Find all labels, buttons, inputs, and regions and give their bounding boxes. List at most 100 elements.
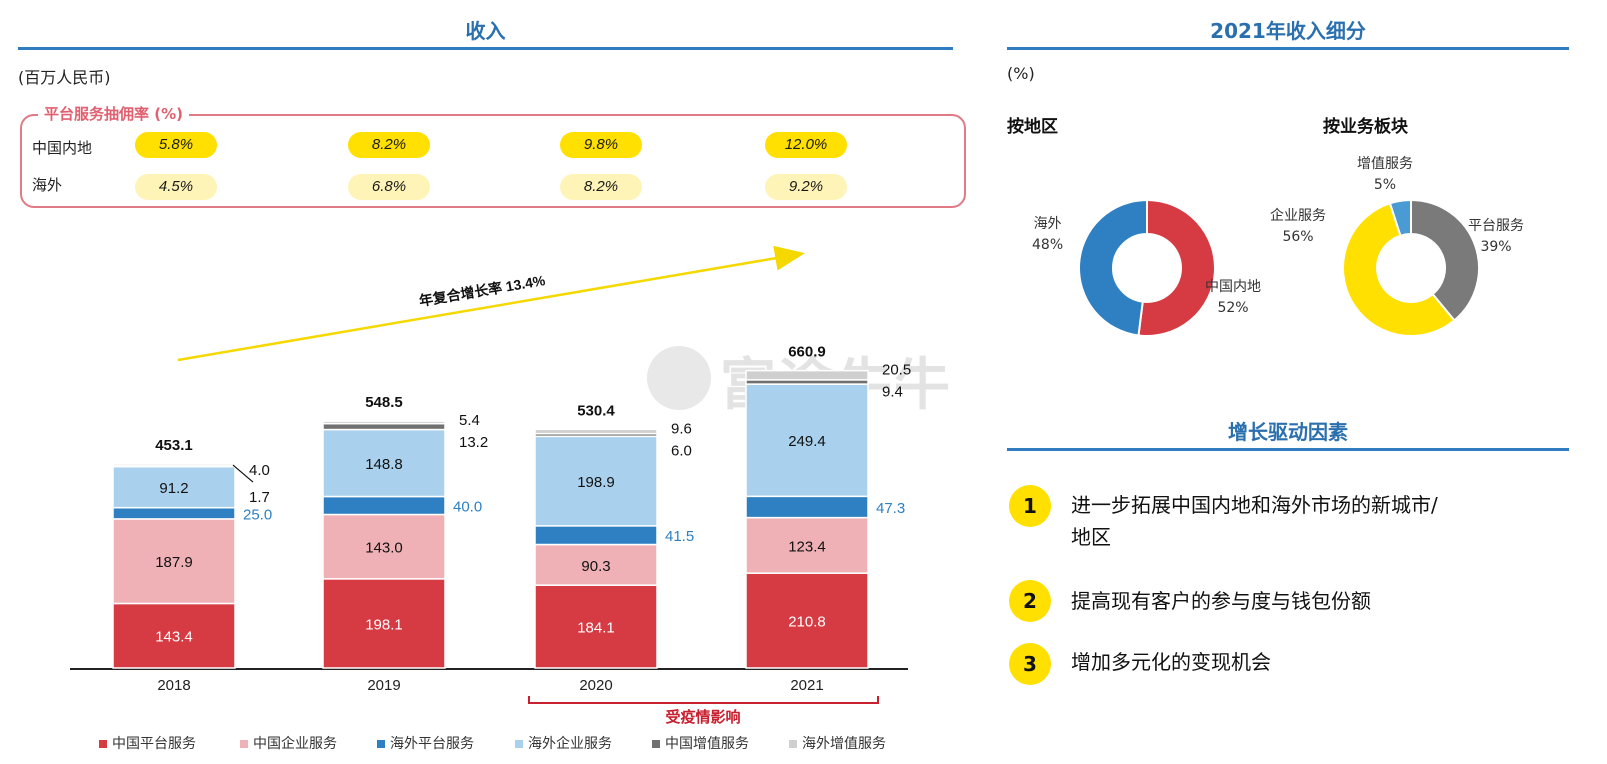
bar-value-label: 143.0 — [365, 540, 403, 557]
bar-segment — [534, 435, 658, 527]
donut-segment-label-value-added: 增值服务 5% — [1357, 154, 1413, 196]
driver-number-badge: 3 — [1009, 643, 1051, 685]
bar-value-label: 198.9 — [577, 474, 615, 491]
commission-pill-overseas-2018: 4.5% — [135, 174, 217, 200]
bar-segment — [745, 369, 869, 381]
legend-item-china-value-added: 中国增值服务 — [652, 733, 749, 753]
legend-swatch — [240, 740, 248, 748]
commission-pill-overseas-2021: 9.2% — [765, 174, 847, 200]
bar-value-label: 148.8 — [365, 456, 403, 473]
legend-item-overseas-value-added: 海外增值服务 — [789, 733, 886, 753]
legend-label: 中国增值服务 — [665, 736, 749, 752]
drivers-section-title: 增长驱动因素 — [1228, 420, 1348, 444]
donut-slice — [1078, 198, 1148, 337]
slice-name: 中国内地 — [1205, 279, 1261, 295]
donut-region-label-overseas: 海外 48% — [1032, 214, 1063, 256]
legend-item-overseas-enterprise: 海外企业服务 — [515, 733, 612, 753]
bar-value-label: 198.1 — [365, 616, 403, 633]
bar-segment — [745, 495, 869, 519]
covid-label: 受疫情影响 — [665, 708, 740, 726]
bar-segment — [534, 525, 658, 546]
donut-slice — [1342, 202, 1456, 337]
bar-segment — [322, 513, 446, 580]
bar-value-label: 91.2 — [159, 480, 188, 497]
commission-pill-china-2018: 5.8% — [135, 132, 217, 158]
bar-value-label: 4.0 — [249, 462, 270, 479]
breakdown-section-title: 2021年收入细分 — [1210, 19, 1366, 43]
revenue-stacked-bar-chart: 年复合增长率 13.4% 143.4 187.9 91.2 25.0 4.0 1.7 453… — [70, 245, 911, 726]
bar-segment — [322, 420, 446, 425]
bar-total-label: 548.5 — [365, 394, 403, 411]
donut-chart-region — [1078, 198, 1216, 337]
bar-value-label: 90.3 — [581, 558, 610, 575]
slice-pct: 52% — [1217, 300, 1249, 316]
bar-segment — [322, 428, 446, 498]
bar-value-label: 249.4 — [788, 433, 826, 450]
bar-value-label: 9.6 — [671, 420, 692, 437]
commission-rate-box — [20, 114, 966, 208]
donut-slice — [1137, 198, 1216, 337]
legend-swatch — [515, 740, 523, 748]
bar-value-label: 9.4 — [882, 384, 903, 401]
drivers-title-rule — [1007, 448, 1569, 451]
driver-text: 进一步拓展中国内地和海外市场的新城市/地区 — [1071, 493, 1438, 549]
commission-pill-china-2019: 8.2% — [348, 132, 430, 158]
bar-segment — [322, 422, 446, 431]
bar-value-label: 13.2 — [459, 434, 488, 451]
unit-label: (百万人民币) — [18, 68, 111, 87]
bar-value-label: 5.4 — [459, 412, 480, 429]
legend-label: 海外增值服务 — [802, 736, 886, 752]
bar-value-label: 210.8 — [788, 614, 826, 631]
donut-slice — [1410, 198, 1480, 322]
commission-row-label-china: 中国内地 — [32, 139, 93, 157]
bar-value-label: 25.0 — [243, 506, 272, 523]
legend-label: 中国企业服务 — [253, 736, 337, 752]
donut-segment-label-enterprise: 企业服务 56% — [1270, 206, 1326, 248]
slice-pct: 5% — [1373, 177, 1397, 193]
bar-total-label: 660.9 — [788, 344, 826, 361]
legend-item-overseas-platform: 海外平台服务 — [377, 733, 474, 753]
donut-region-title: 按地区 — [1007, 117, 1058, 137]
revenue-title-rule — [18, 47, 953, 50]
legend-item-china-enterprise: 中国企业服务 — [240, 733, 337, 753]
bar-total-label: 453.1 — [155, 437, 193, 454]
legend-swatch — [377, 740, 385, 748]
commission-pill-overseas-2019: 6.8% — [348, 174, 430, 200]
pct-unit-label: (%) — [1007, 64, 1035, 83]
slice-name: 企业服务 — [1270, 208, 1326, 224]
bar-segment — [534, 428, 658, 435]
driver-text: 提高现有客户的参与度与钱包份额 — [1071, 589, 1371, 613]
cagr-arrow — [177, 245, 805, 362]
bar-value-label: 40.0 — [453, 499, 482, 516]
bar-segment — [112, 602, 236, 669]
x-tick-label: 2020 — [579, 677, 612, 694]
bar-value-label: 1.7 — [249, 489, 270, 506]
commission-rate-title: 平台服务抽佣率 (%) — [38, 103, 189, 124]
commission-pill-china-2020: 9.8% — [560, 132, 642, 158]
revenue-section-title: 收入 — [465, 19, 506, 43]
bar-value-label: 6.0 — [671, 442, 692, 459]
commission-row-label-overseas: 海外 — [32, 176, 63, 194]
bar-segment — [322, 495, 446, 516]
driver-number-badge: 1 — [1009, 485, 1051, 527]
cagr-label: 年复合增长率 13.4% — [418, 272, 547, 309]
slice-name: 平台服务 — [1468, 218, 1524, 234]
donut-segment-label-platform: 平台服务 39% — [1468, 216, 1524, 258]
slice-pct: 39% — [1480, 239, 1512, 255]
watermark-logo-icon — [647, 346, 711, 410]
bar-value-label: 123.4 — [788, 538, 826, 555]
slice-pct: 48% — [1032, 237, 1064, 253]
commission-pill-china-2021: 12.0% — [765, 132, 847, 158]
legend-item-china-platform: 中国平台服务 — [99, 733, 196, 753]
bar-segment — [534, 543, 658, 586]
x-tick-label: 2018 — [157, 677, 190, 694]
driver-number-badge: 2 — [1009, 580, 1051, 622]
breakdown-title-rule — [1007, 47, 1569, 50]
driver-text: 增加多元化的变现机会 — [1071, 650, 1271, 674]
legend-swatch — [652, 740, 660, 748]
legend-swatch — [99, 740, 107, 748]
donut-chart-segment — [1342, 198, 1480, 337]
bar-segment — [112, 465, 236, 509]
x-tick-label: 2019 — [367, 677, 400, 694]
bar-value-label: 47.3 — [876, 500, 905, 517]
